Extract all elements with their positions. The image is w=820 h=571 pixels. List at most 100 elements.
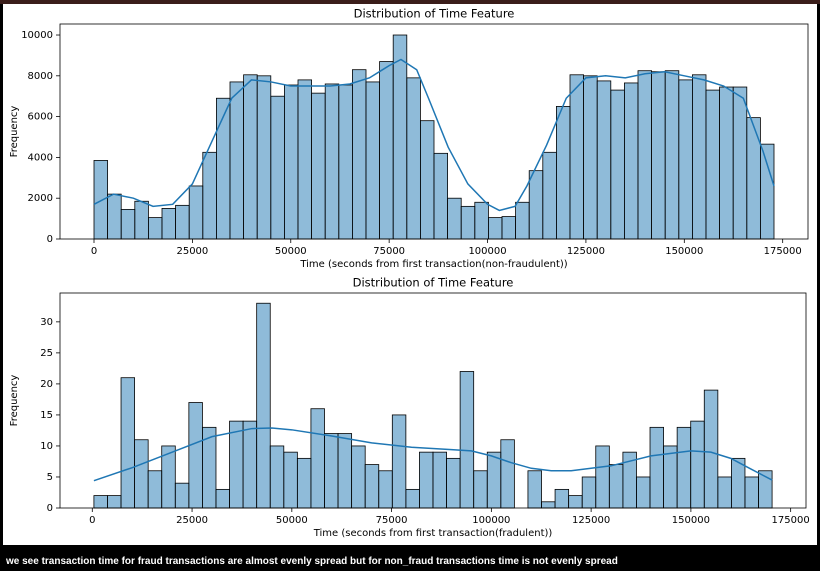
bar xyxy=(446,457,461,509)
bar xyxy=(324,433,339,509)
bar xyxy=(474,201,489,240)
y-tick-label: 10 xyxy=(40,441,53,452)
chart-title: Distribution of Time Feature xyxy=(354,7,515,21)
bar xyxy=(703,389,719,509)
bar xyxy=(608,464,624,509)
bar xyxy=(365,81,381,240)
bar xyxy=(378,470,393,509)
y-tick-label: 20 xyxy=(40,379,53,390)
y-tick-label: 15 xyxy=(40,410,53,421)
y-tick-label: 10000 xyxy=(21,30,53,41)
bar xyxy=(147,470,163,509)
bar xyxy=(284,84,299,240)
bar xyxy=(364,464,380,509)
bar xyxy=(311,92,326,240)
bar xyxy=(583,75,598,240)
x-tick-label: 175000 xyxy=(764,246,802,257)
x-tick-label: 150000 xyxy=(665,246,703,257)
bar xyxy=(637,70,652,240)
bar xyxy=(744,476,759,509)
bar xyxy=(352,69,367,240)
bar xyxy=(432,451,447,509)
bar xyxy=(460,205,476,240)
bar xyxy=(392,34,408,240)
x-tick-label: 0 xyxy=(91,246,97,257)
bar xyxy=(569,74,584,240)
x-tick-label: 125000 xyxy=(572,515,610,526)
bar xyxy=(719,86,734,240)
bar xyxy=(337,433,353,509)
bar xyxy=(624,82,639,240)
bar xyxy=(120,377,136,509)
bar xyxy=(487,217,503,240)
x-tick-label: 25000 xyxy=(176,246,208,257)
bar xyxy=(636,476,651,509)
bar xyxy=(596,80,612,240)
y-tick-label: 6000 xyxy=(28,112,53,123)
x-tick-label: 150000 xyxy=(672,515,710,526)
bar xyxy=(501,216,516,240)
bar xyxy=(351,445,366,509)
x-axis-label: Time (seconds from first transaction(fra… xyxy=(313,528,553,539)
bar xyxy=(174,482,190,509)
x-tick-label: 175000 xyxy=(772,515,810,526)
bar xyxy=(730,457,746,509)
bar xyxy=(379,61,394,240)
bar xyxy=(581,476,597,509)
x-tick-label: 50000 xyxy=(275,246,307,257)
bar xyxy=(459,371,475,509)
bar xyxy=(717,476,732,509)
y-tick-label: 0 xyxy=(47,503,53,514)
bar xyxy=(405,488,420,509)
bar xyxy=(229,420,244,509)
kde-line xyxy=(93,58,775,212)
bar xyxy=(746,117,761,240)
y-axis-label: Frequency xyxy=(9,375,20,427)
bar xyxy=(134,439,149,509)
bar xyxy=(134,200,149,240)
bar xyxy=(107,495,122,509)
bar xyxy=(486,451,502,509)
bar xyxy=(663,445,678,509)
bar xyxy=(542,151,557,240)
bar xyxy=(242,420,258,509)
bar xyxy=(297,79,312,240)
bar xyxy=(229,81,244,240)
bar xyxy=(270,95,285,240)
bar xyxy=(556,106,571,240)
bar xyxy=(391,414,407,509)
bar xyxy=(120,209,136,240)
y-tick-label: 0 xyxy=(47,234,53,245)
y-tick-label: 2000 xyxy=(28,193,53,204)
bar xyxy=(433,152,449,240)
bar xyxy=(664,70,680,240)
caption: we see transaction time for fraud transa… xyxy=(6,556,618,567)
plot-frame xyxy=(59,23,809,240)
x-tick-label: 100000 xyxy=(468,246,506,257)
bar xyxy=(188,402,203,509)
bar xyxy=(691,74,707,240)
bar xyxy=(175,204,190,240)
bar xyxy=(216,97,231,240)
bar xyxy=(528,170,544,240)
bar xyxy=(256,302,271,509)
bar xyxy=(310,408,325,509)
bar xyxy=(515,201,530,240)
y-tick-label: 4000 xyxy=(28,152,53,163)
bar xyxy=(759,143,775,240)
bar xyxy=(147,217,163,240)
bar xyxy=(419,451,434,509)
bar xyxy=(324,83,340,240)
bar xyxy=(554,488,570,509)
bar xyxy=(705,89,721,240)
bar xyxy=(676,426,692,509)
bar xyxy=(243,74,258,240)
bar xyxy=(651,71,666,240)
bar xyxy=(406,77,421,240)
y-tick-label: 30 xyxy=(40,317,53,328)
bar xyxy=(202,151,217,240)
bar xyxy=(568,495,583,509)
bar xyxy=(283,451,298,509)
x-tick-label: 50000 xyxy=(276,515,308,526)
